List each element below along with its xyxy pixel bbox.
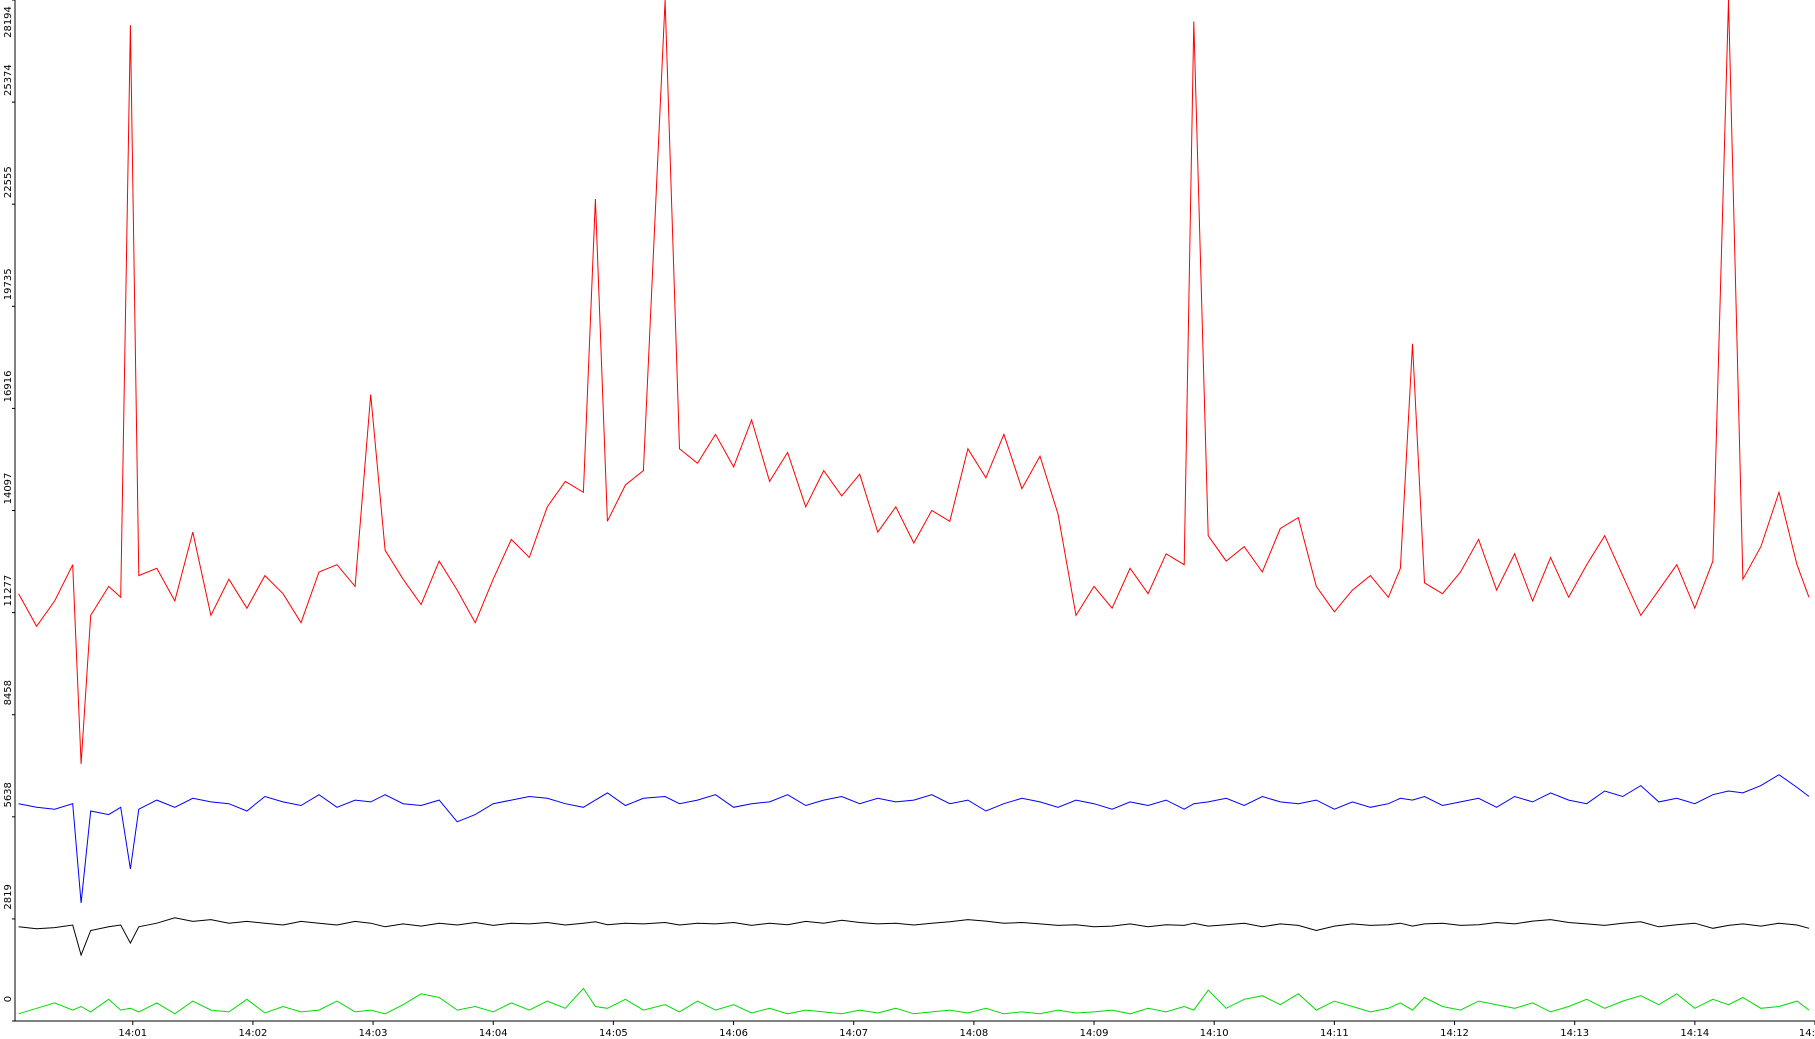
y-tick-label: 16916 [3, 371, 14, 403]
series-line [18, 0, 1810, 764]
y-tick-label: 5638 [3, 782, 14, 807]
y-tick-label: 11277 [3, 575, 14, 607]
x-tick-label: 14:08 [959, 1028, 988, 1039]
x-tick-label: 14:03 [359, 1028, 388, 1039]
y-tick-label: 28194 [3, 6, 14, 38]
x-tick-label: 14:10 [1200, 1028, 1229, 1039]
x-tick-label: 14:11 [1320, 1028, 1349, 1039]
x-tick-label: 14:06 [719, 1028, 748, 1039]
series-line [18, 774, 1810, 903]
series-line [18, 987, 1810, 1015]
y-tick-label: 25374 [3, 64, 14, 96]
x-tick-label: 14:02 [239, 1028, 268, 1039]
x-tick-label: 14:01 [118, 1028, 147, 1039]
y-tick-label: 19735 [3, 268, 14, 300]
y-tick-label: 14097 [3, 473, 14, 505]
y-tick-label: 2819 [3, 884, 14, 909]
x-tick-label: 14:09 [1080, 1028, 1109, 1039]
x-tick-label: 14:14 [1680, 1028, 1709, 1039]
x-tick-label: 14:04 [479, 1028, 508, 1039]
x-tick-label: 14:13 [1560, 1028, 1589, 1039]
x-tick-label: 14:12 [1440, 1028, 1469, 1039]
y-tick-label: 8458 [3, 680, 14, 705]
x-tick-label: 14: [1799, 1028, 1815, 1039]
y-tick-label: 22555 [3, 166, 14, 198]
x-tick-label: 14:07 [839, 1028, 868, 1039]
series-line [18, 917, 1810, 957]
y-tick-label: 0 [3, 996, 14, 1002]
x-tick-label: 14:05 [599, 1028, 628, 1039]
